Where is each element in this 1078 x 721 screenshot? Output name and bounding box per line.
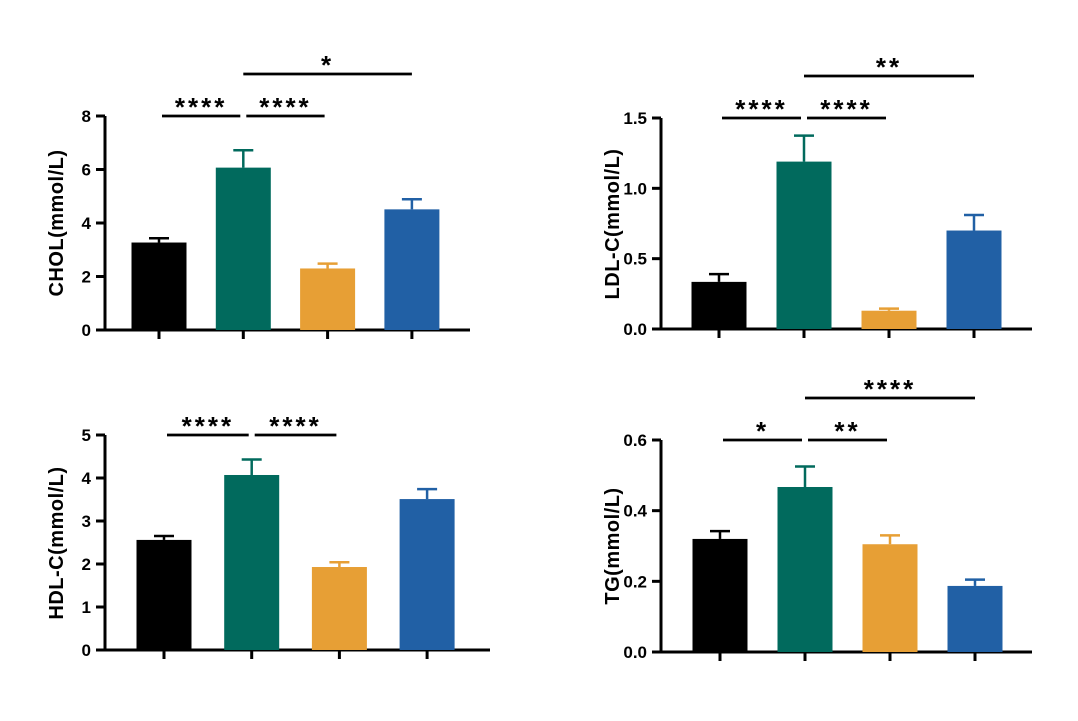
bar-4 <box>946 230 1002 329</box>
chart-svg-tg: 0.00.20.40.6 * ****** <box>623 374 1032 662</box>
y-tick-label: 5 <box>82 426 91 445</box>
y-tick-label: 0 <box>82 641 91 660</box>
y-tick-label: 3 <box>82 512 91 531</box>
y-tick-label: 0.5 <box>623 250 647 269</box>
y-tick-label: 0.0 <box>623 320 647 339</box>
y-tick-label: 0.2 <box>623 572 647 591</box>
y-tick-label: 2 <box>82 555 91 574</box>
bar-4 <box>947 585 1003 652</box>
y-tick-label: 1.5 <box>623 109 647 128</box>
y-tick-label: 4 <box>82 214 92 233</box>
chart-cell-ldl-c: LDL-C(mmol/L) 0.0 0.5 1.0 1.5 **** **** ** <box>539 0 1078 360</box>
bar-4 <box>384 209 440 330</box>
significance-label: **** <box>735 94 787 124</box>
y-tick-label: 4 <box>82 469 92 488</box>
bar-4 <box>399 499 455 650</box>
chart-cell-hdl-c: HDL-C(mmol/L) 0 1 2 3 4 5 **** **** <box>0 360 539 721</box>
bar-3 <box>861 310 917 329</box>
y-tick-label: 0.6 <box>623 431 647 450</box>
significance-label: ** <box>876 52 902 82</box>
significance-label: ** <box>834 416 860 446</box>
chart-svg-hdl-c: 0 1 2 3 4 5 **** **** <box>82 411 490 660</box>
bar-1 <box>692 538 748 652</box>
bar-2 <box>224 474 280 650</box>
chart-cell-chol: CHOL(mmol/L) 0 2 4 6 8 **** **** * <box>0 0 539 360</box>
bar-1 <box>131 242 187 330</box>
bar-3 <box>300 268 356 330</box>
bar-2 <box>776 161 832 329</box>
y-tick-label: 0.0 <box>623 643 647 662</box>
bar-2 <box>777 486 833 652</box>
significance-label: * <box>756 416 769 446</box>
bar-1 <box>136 539 192 650</box>
significance-label: * <box>321 50 334 80</box>
significance-label: **** <box>259 92 311 122</box>
significance-label: **** <box>864 374 916 404</box>
significance-label: **** <box>820 94 872 124</box>
y-tick-label: 1 <box>82 598 91 617</box>
bar-3 <box>311 567 367 650</box>
chart-svg-ldl-c: 0.00.51.01.5 **** ****** <box>623 52 1032 339</box>
significance-label: **** <box>175 92 227 122</box>
significance-label: **** <box>269 411 321 441</box>
y-tick-label: 6 <box>82 161 91 180</box>
y-tick-label: 8 <box>82 107 91 126</box>
bar-3 <box>862 544 918 652</box>
chart-cell-tg: TG(mmol/L) 0.0 0.2 0.4 0.6 * ** **** <box>539 360 1078 721</box>
y-tick-label: 0.4 <box>623 502 647 521</box>
bar-2 <box>215 167 271 330</box>
significance-label: **** <box>182 411 234 441</box>
bar-1 <box>691 281 747 329</box>
y-tick-label: 0 <box>82 321 91 340</box>
y-tick-label: 2 <box>82 268 91 287</box>
y-tick-label: 1.0 <box>623 179 647 198</box>
